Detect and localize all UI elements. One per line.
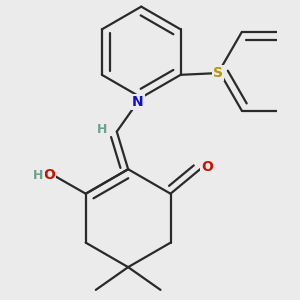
Text: O: O [43,168,55,182]
Text: S: S [213,66,223,80]
Text: H: H [33,169,44,182]
Text: O: O [201,160,213,174]
Text: N: N [132,95,144,109]
Text: H: H [97,123,107,136]
